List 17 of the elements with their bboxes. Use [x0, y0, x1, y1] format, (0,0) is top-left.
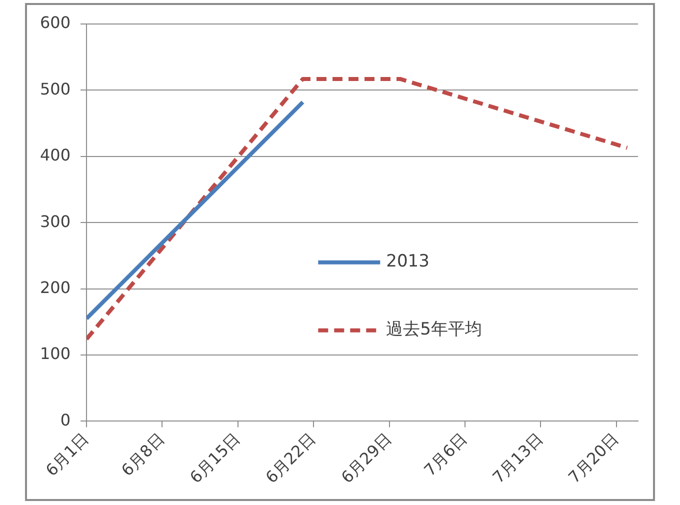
y-tick-label: 300	[40, 212, 71, 231]
x-tick-label: 6月15日	[186, 429, 244, 487]
x-tick-label: 6月8日	[118, 429, 168, 480]
y-tick-label: 600	[40, 13, 71, 32]
legend-label: 過去5年平均	[386, 320, 482, 340]
y-tick-label: 400	[40, 146, 71, 165]
y-tick-label: 500	[40, 79, 71, 98]
x-tick-label: 6月29日	[337, 429, 396, 487]
y-tick-label: 0	[60, 410, 71, 430]
x-tick-label: 7月6日	[420, 429, 471, 480]
y-tick-label: 200	[40, 278, 71, 297]
x-tick-label: 6月22日	[262, 429, 320, 487]
y-tick-label: 100	[40, 344, 71, 364]
legend-label: 2013	[386, 252, 430, 272]
x-tick-label: 6月1日	[42, 429, 92, 480]
x-tick-label: 7月20日	[564, 429, 622, 487]
x-tick-label: 7月13日	[488, 429, 546, 487]
